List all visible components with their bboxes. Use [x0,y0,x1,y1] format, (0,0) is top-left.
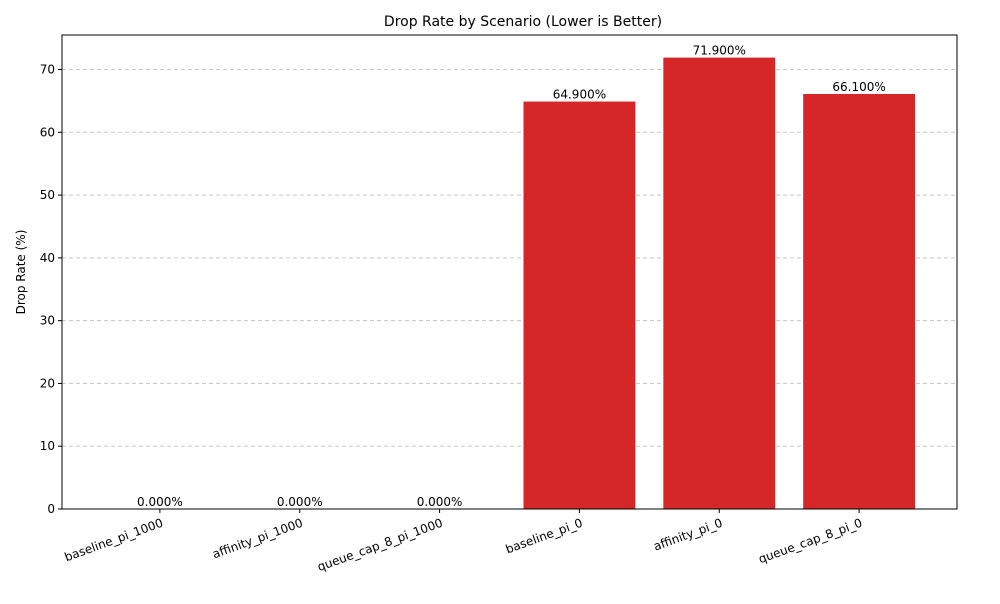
data-label: 66.100% [832,80,885,94]
y-tick-label: 60 [40,125,55,139]
data-label: 0.000% [277,495,323,509]
x-tick-label: affinity_pi_0 [652,516,725,554]
x-tick-label: baseline_pi_1000 [63,516,165,565]
data-label: 0.000% [417,495,463,509]
bars [523,57,916,510]
x-tick-label: baseline_pi_0 [504,516,585,557]
y-axis-ticks: 0 10 20 30 40 50 60 70 [40,63,62,516]
y-tick-label: 50 [40,188,55,202]
y-tick-label: 40 [40,251,55,265]
bar-queue_cap_8_pi_0 [803,94,916,509]
x-tick-label: affinity_pi_1000 [211,516,305,562]
y-tick-label: 20 [40,376,55,390]
y-axis-label: Drop Rate (%) [14,230,28,315]
chart-title: Drop Rate by Scenario (Lower is Better) [384,14,662,30]
y-tick-label: 10 [40,439,55,453]
x-axis-ticks: baseline_pi_1000 affinity_pi_1000 queue_ca… [63,509,865,574]
data-labels: 0.000% 0.000% 0.000% 64.900% 71.900% 66.100% [137,44,886,509]
data-label: 71.900% [693,44,746,58]
x-tick-label: queue_cap_8_pi_0 [757,516,865,567]
y-tick-label: 30 [40,314,55,328]
bar-affinity_pi_0 [663,57,776,510]
data-label: 0.000% [137,495,183,509]
plot-frame [61,34,958,510]
x-tick-label: queue_cap_8_pi_1000 [315,516,444,574]
data-label: 64.900% [553,88,606,102]
bar-baseline_pi_0 [523,101,636,510]
y-tick-label: 0 [47,502,55,516]
y-tick-label: 70 [40,63,55,77]
